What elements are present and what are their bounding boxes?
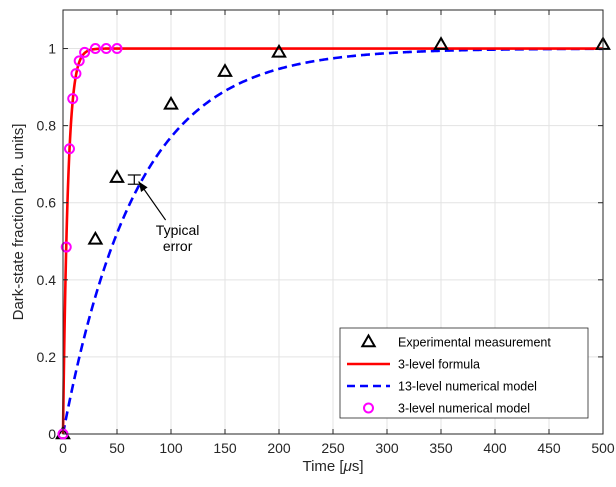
experimental-point [271,43,287,58]
model-3-level-point [70,68,82,80]
tick-labels: 0 50 100 150 200 250 300 350 400 450 500 0 0.2 0.4 0.6… [37,41,615,456]
y-axis-label: Dark-state fraction [arb. units] [10,124,27,321]
y-tick-label: 0.8 [37,118,57,134]
legend-label: 13-level numerical model [398,380,537,394]
x-tick-label: 100 [159,440,183,456]
legend-swatch-circle [363,402,374,414]
y-tick-label: 0 [48,426,56,442]
series-13-level-model-line [61,47,604,435]
x-tick-label: 150 [213,440,237,456]
model-3-level-point [67,93,79,105]
experimental-point [163,95,179,110]
model-3-level-point [63,143,75,155]
annotation-arrow-head [138,181,148,193]
model-3-level-point [73,55,85,67]
legend-label: Experimental measurement [398,336,551,350]
experimental-point [109,169,125,183]
ticks [62,10,604,435]
x-tick-label: 50 [109,440,125,456]
x-axis-label: Time [μs] [302,458,363,475]
y-tick-label: 0.4 [37,272,57,288]
y-tick-label: 0.2 [37,349,57,365]
x-tick-label: 250 [321,440,345,456]
model-3-level-point [100,43,112,55]
legend: Experimental measurement 3-level formula 1… [339,327,589,419]
x-tick-label: 0 [59,440,67,456]
x-tick-label: 200 [267,440,291,456]
legend-label: 3-level formula [398,358,480,372]
model-3-level-point [111,43,123,55]
annotation-text-line: Typical [156,222,200,238]
y-tick-label: 0.6 [37,195,57,211]
x-tick-label: 300 [375,440,399,456]
x-tick-label: 350 [429,440,453,456]
model-3-level-point [79,46,91,58]
experimental-point [87,230,104,245]
experimental-point [217,63,233,77]
series-3-level-formula-line [61,47,603,435]
model-3-level-point [89,43,101,55]
x-tick-label: 500 [591,440,615,456]
legend-swatch-triangle [360,333,377,348]
y-tick-label: 1 [48,41,56,57]
legend-label: 3-level numerical model [398,402,530,416]
x-tick-label: 450 [537,440,561,456]
legend-box [339,327,589,419]
model-3-level-point [60,241,72,253]
x-tick-label: 400 [483,440,507,456]
annotation-text-line: error [163,238,193,254]
experimental-point [433,36,449,50]
